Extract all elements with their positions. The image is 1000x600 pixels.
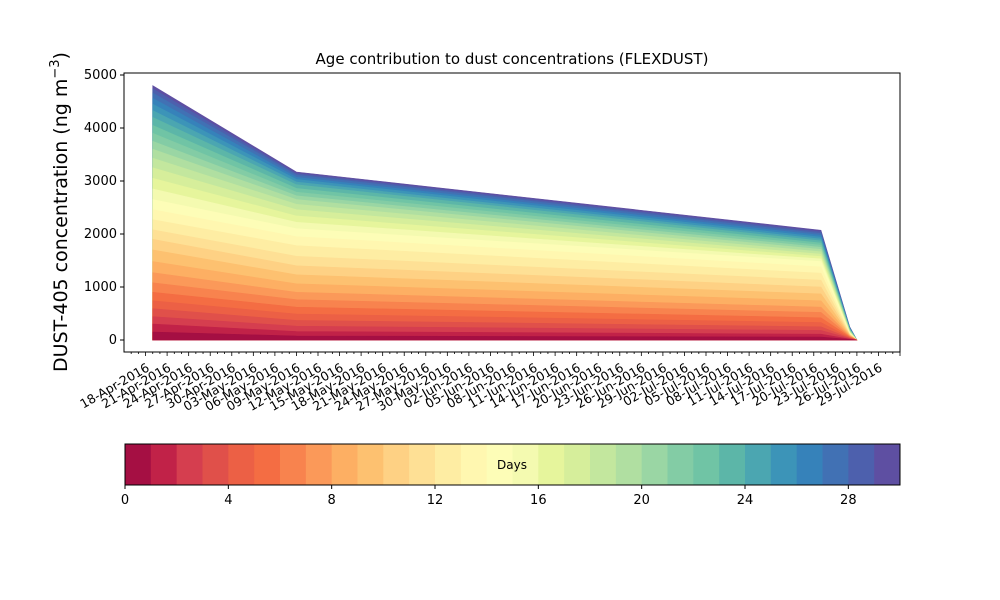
colorbar-tick-label: 16 (530, 493, 547, 508)
colorbar-cell-day-18 (590, 444, 617, 485)
colorbar-cells (125, 444, 901, 485)
colorbar-tick-label: 28 (840, 493, 857, 508)
y-axis-label-superscript: −3 (48, 59, 63, 78)
colorbar-cell-day-6 (280, 444, 307, 485)
y-tick-label: 2000 (84, 227, 117, 242)
colorbar-cell-day-9 (357, 444, 384, 485)
colorbar-cell-day-2 (176, 444, 203, 485)
colorbar-cell-day-11 (409, 444, 436, 485)
y-tick-label: 1000 (84, 280, 117, 295)
colorbar-cell-day-16 (538, 444, 565, 485)
colorbar-cell-day-10 (383, 444, 410, 485)
y-tick-label: 3000 (84, 174, 117, 189)
colorbar-cell-day-4 (228, 444, 255, 485)
y-axis-label-close: ) (50, 52, 72, 59)
colorbar-cell-day-25 (770, 444, 798, 485)
colorbar-cell-day-26 (796, 444, 823, 485)
y-axis-label-main: DUST-405 concentration (ng m (50, 79, 72, 372)
colorbar-cell-day-27 (822, 444, 849, 485)
colorbar-cell-day-1 (150, 444, 178, 485)
area-age-day-0 (152, 331, 857, 341)
y-axis: 0 1000 2000 3000 4000 5000 (84, 68, 124, 348)
colorbar-cell-day-5 (254, 444, 281, 485)
colorbar-tick-label: 12 (427, 493, 444, 508)
colorbar-cell-day-28 (848, 444, 875, 485)
y-tick-label: 4000 (84, 121, 117, 136)
y-tick-label: 5000 (84, 68, 117, 83)
colorbar-cell-day-22 (693, 444, 720, 485)
colorbar-cell-day-21 (667, 444, 694, 485)
colorbar-tick-label: 8 (328, 493, 336, 508)
colorbar-cell-day-8 (331, 444, 358, 485)
colorbar-cell-day-29 (874, 444, 901, 485)
colorbar-tick-label: 4 (224, 493, 232, 508)
colorbar-cell-day-23 (719, 444, 746, 485)
colorbar-tick-label: 20 (633, 493, 650, 508)
colorbar-cell-day-19 (615, 444, 643, 485)
colorbar-cell-day-24 (745, 444, 772, 485)
colorbar-tick-label: 0 (121, 493, 129, 508)
colorbar-ticks: 0 4 8 12 16 20 24 28 (121, 485, 857, 508)
chart-title: Age contribution to dust concentrations … (316, 50, 709, 68)
colorbar-cell-day-15 (512, 444, 539, 485)
colorbar-cell-day-14 (486, 444, 513, 485)
colorbar-cell-day-13 (460, 444, 488, 485)
colorbar-cell-day-12 (435, 444, 462, 485)
colorbar-cell-day-20 (641, 444, 668, 485)
colorbar: Days 0 4 8 12 16 20 24 28 (121, 443, 901, 508)
stacked-areas (152, 85, 858, 341)
plot-area: 0 1000 2000 3000 4000 5000 18-Apr-201621-Apr-… (77, 68, 901, 414)
y-axis-label: DUST-405 concentration (ng m−3) (48, 52, 72, 372)
colorbar-label: Days (497, 458, 527, 472)
colorbar-frame (124, 443, 901, 486)
colorbar-tick-label: 24 (737, 493, 754, 508)
colorbar-cell-day-7 (305, 444, 333, 485)
colorbar-cell-day-0 (125, 444, 152, 485)
colorbar-cell-day-3 (202, 444, 229, 485)
colorbar-cell-day-17 (564, 444, 591, 485)
y-tick-label: 0 (109, 333, 117, 348)
x-axis: 18-Apr-201621-Apr-201624-Apr-201627-Apr-… (77, 352, 901, 414)
